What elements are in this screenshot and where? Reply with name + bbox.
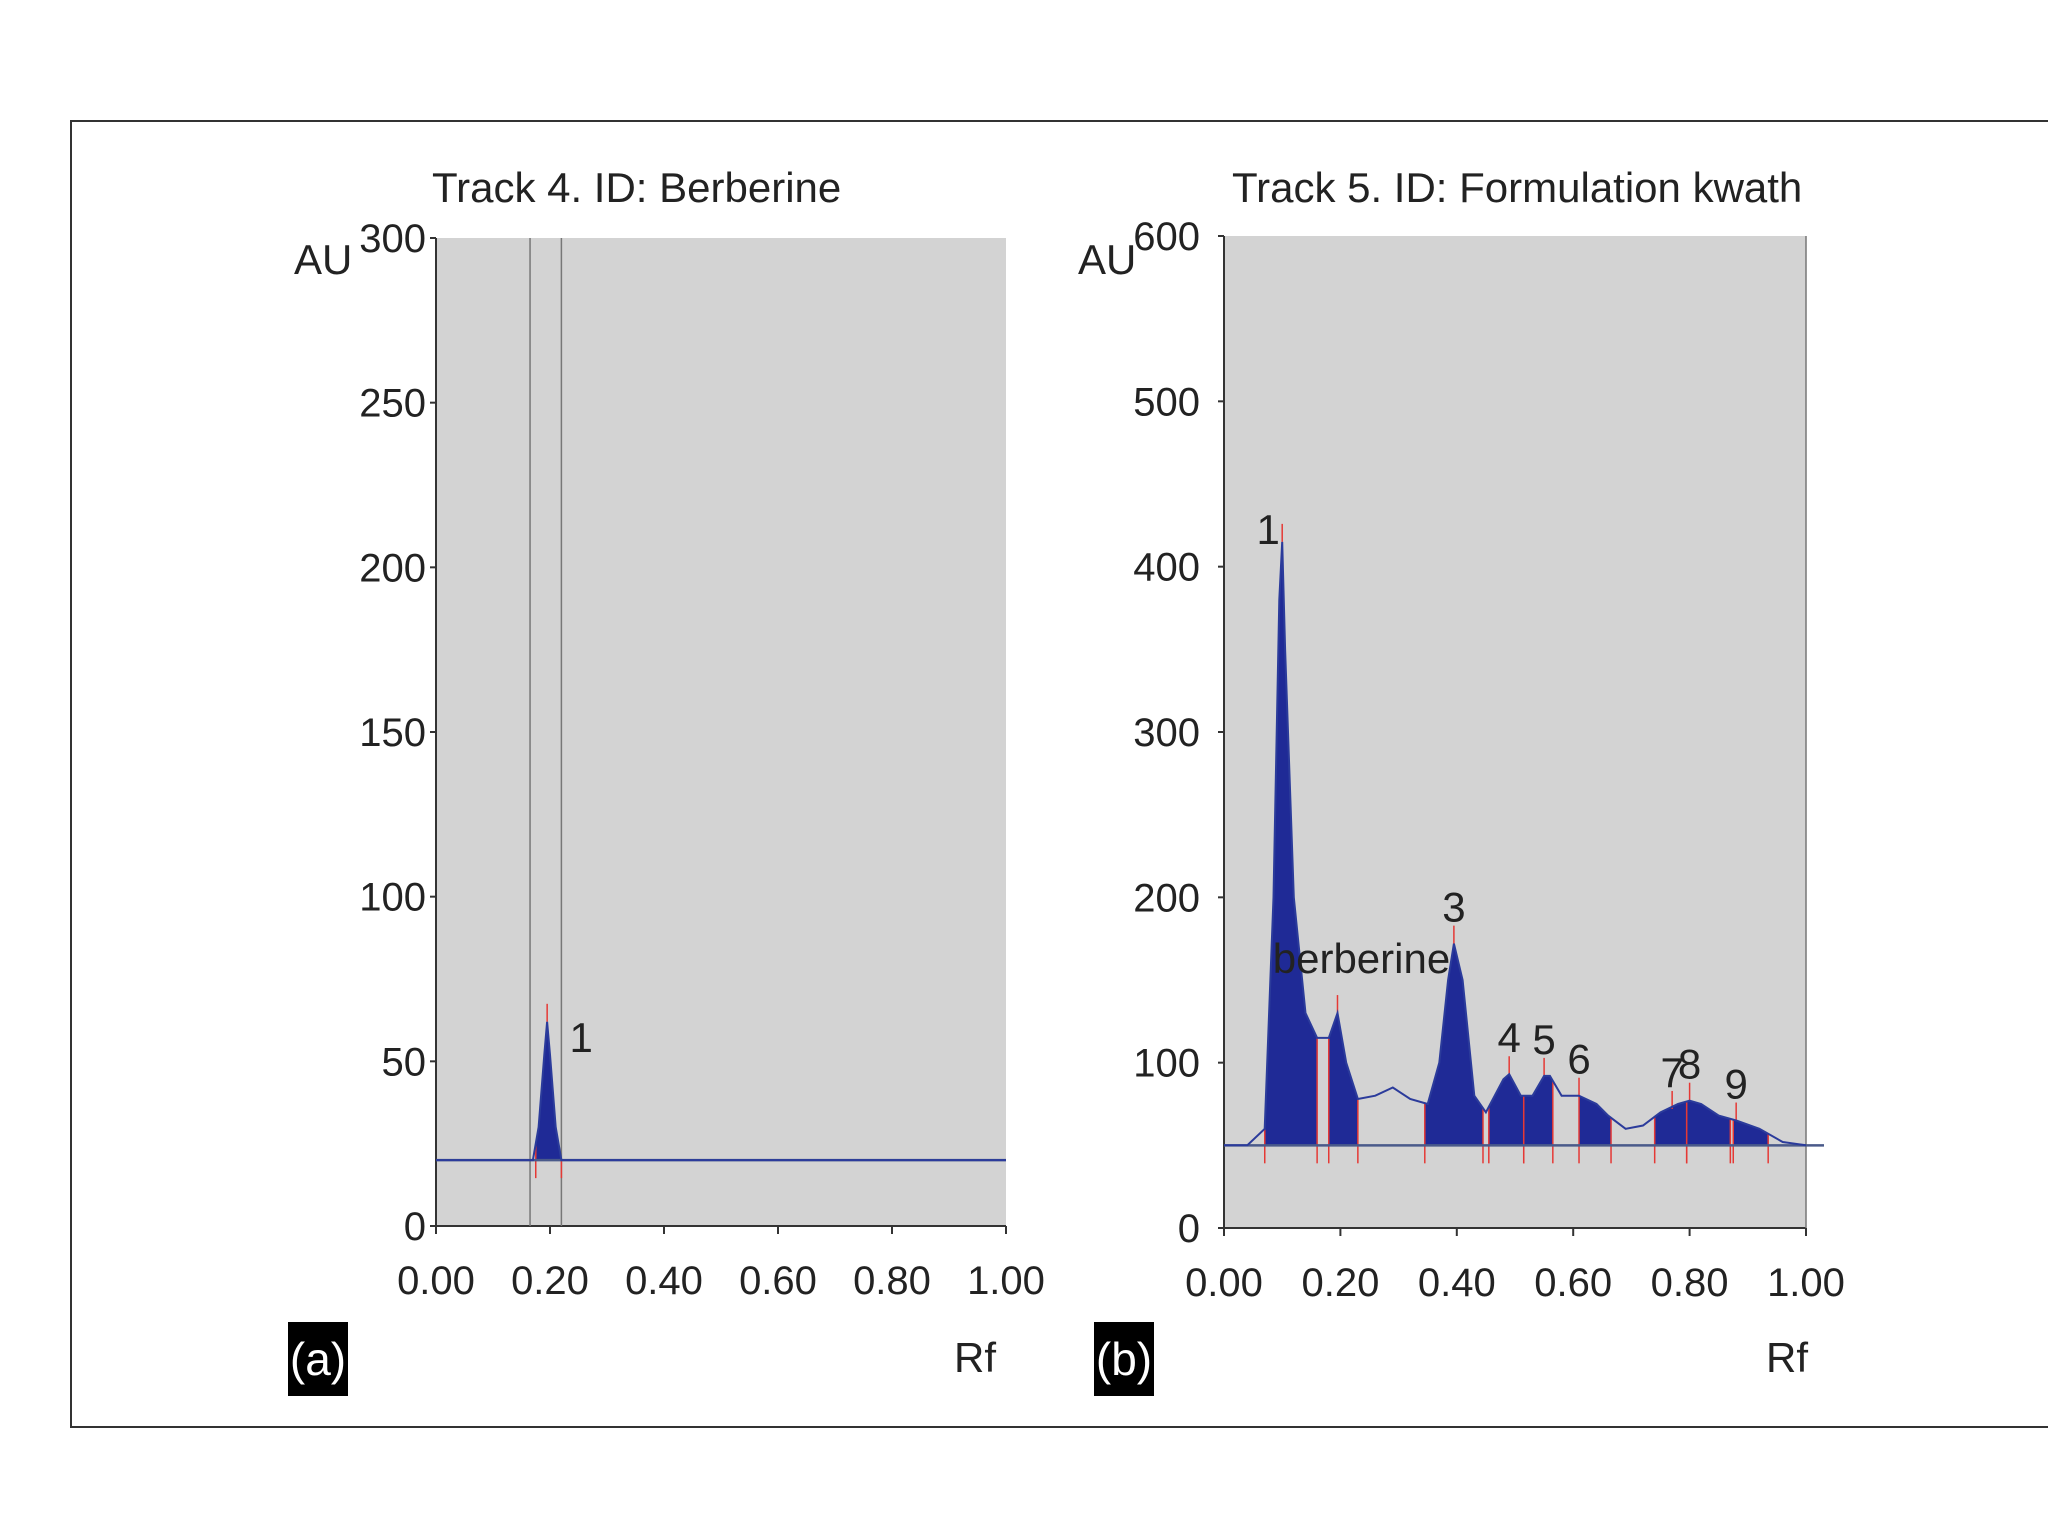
panel-b-x-tick-label: 0.40 xyxy=(1418,1261,1496,1305)
panel-a-plot-area xyxy=(436,238,1006,1226)
panel-a-y-label: AU xyxy=(294,236,352,283)
panel-b-x-tick-label: 0.00 xyxy=(1185,1261,1263,1305)
panel-a-peak-label: 1 xyxy=(569,1014,592,1061)
panel-a-y-tick-label: 200 xyxy=(359,546,426,590)
panel-a-x-tick-label: 0.80 xyxy=(853,1259,931,1303)
panel-b-y-tick-label: 400 xyxy=(1133,546,1200,590)
panel-a-y-tick-label: 100 xyxy=(359,876,426,920)
panel-b-x-label: Rf xyxy=(1766,1334,1808,1381)
panel-b-y-tick-label: 200 xyxy=(1133,876,1200,920)
panel-b-peak-label: berberine xyxy=(1273,935,1450,982)
panel-a-y-tick-label: 150 xyxy=(359,711,426,755)
panel-b-plot-area xyxy=(1224,236,1806,1228)
panel-a-signal-trace xyxy=(436,1021,1006,1162)
panel-b-y-tick-label: 300 xyxy=(1133,711,1200,755)
panel-b-peak-label: 7 xyxy=(1660,1049,1683,1096)
panel-b-peak-label: 4 xyxy=(1498,1014,1521,1061)
panel-a-x-tick-label: 0.60 xyxy=(739,1259,817,1303)
panel-a-y-tick-label: 50 xyxy=(382,1040,427,1084)
panel-b-x-tick-label: 0.60 xyxy=(1534,1261,1612,1305)
panel-a-badge: (a) xyxy=(288,1322,348,1396)
panel-b-y-tick-label: 500 xyxy=(1133,380,1200,424)
panel-b-y-tick-label: 600 xyxy=(1133,215,1200,259)
panel-b-peak-label: 8 xyxy=(1678,1041,1701,1088)
chromatogram-figure: Track 4. ID: BerberineAURf05010015020025… xyxy=(294,164,1845,1381)
panel-b-signal-trace xyxy=(1224,541,1807,1147)
panel-b-y-tick-label: 0 xyxy=(1178,1207,1200,1251)
panel-a-x-tick-label: 0.40 xyxy=(625,1259,703,1303)
panel-a-x-tick-label: 0.20 xyxy=(511,1259,589,1303)
panel-b-peak-label: 1 xyxy=(1257,506,1280,553)
panel-a-x-label: Rf xyxy=(954,1334,996,1381)
panel-b-y-label: AU xyxy=(1078,236,1136,283)
panel-a-y-tick-label: 0 xyxy=(404,1205,426,1249)
panel-b-x-tick-label: 1.00 xyxy=(1767,1261,1845,1305)
panel-b-peak-label: 6 xyxy=(1567,1036,1590,1083)
panel-b-badge: (b) xyxy=(1094,1322,1154,1396)
panel-a-x-tick-label: 1.00 xyxy=(967,1259,1045,1303)
panel-b-title: Track 5. ID: Formulation kwath xyxy=(1232,164,1802,211)
figure-frame: Track 4. ID: Berberine AU Rf 0 50 100 150 200 25… xyxy=(70,120,2048,1428)
panel-b-peak-label: 5 xyxy=(1532,1016,1555,1063)
panel-a-title: Track 4. ID: Berberine xyxy=(432,164,841,211)
panel-a-x-tick-label: 0.00 xyxy=(397,1259,475,1303)
panel-b-x-tick-label: 0.80 xyxy=(1651,1261,1729,1305)
panel-a-y-tick-label: 300 xyxy=(359,217,426,261)
panel-b-peak-label: 9 xyxy=(1724,1061,1747,1108)
panel-b-y-tick-label: 100 xyxy=(1133,1042,1200,1086)
panel-b-x-tick-label: 0.20 xyxy=(1301,1261,1379,1305)
panel-b-peak-label: 3 xyxy=(1442,884,1465,931)
panel-a-y-tick-label: 250 xyxy=(359,382,426,426)
